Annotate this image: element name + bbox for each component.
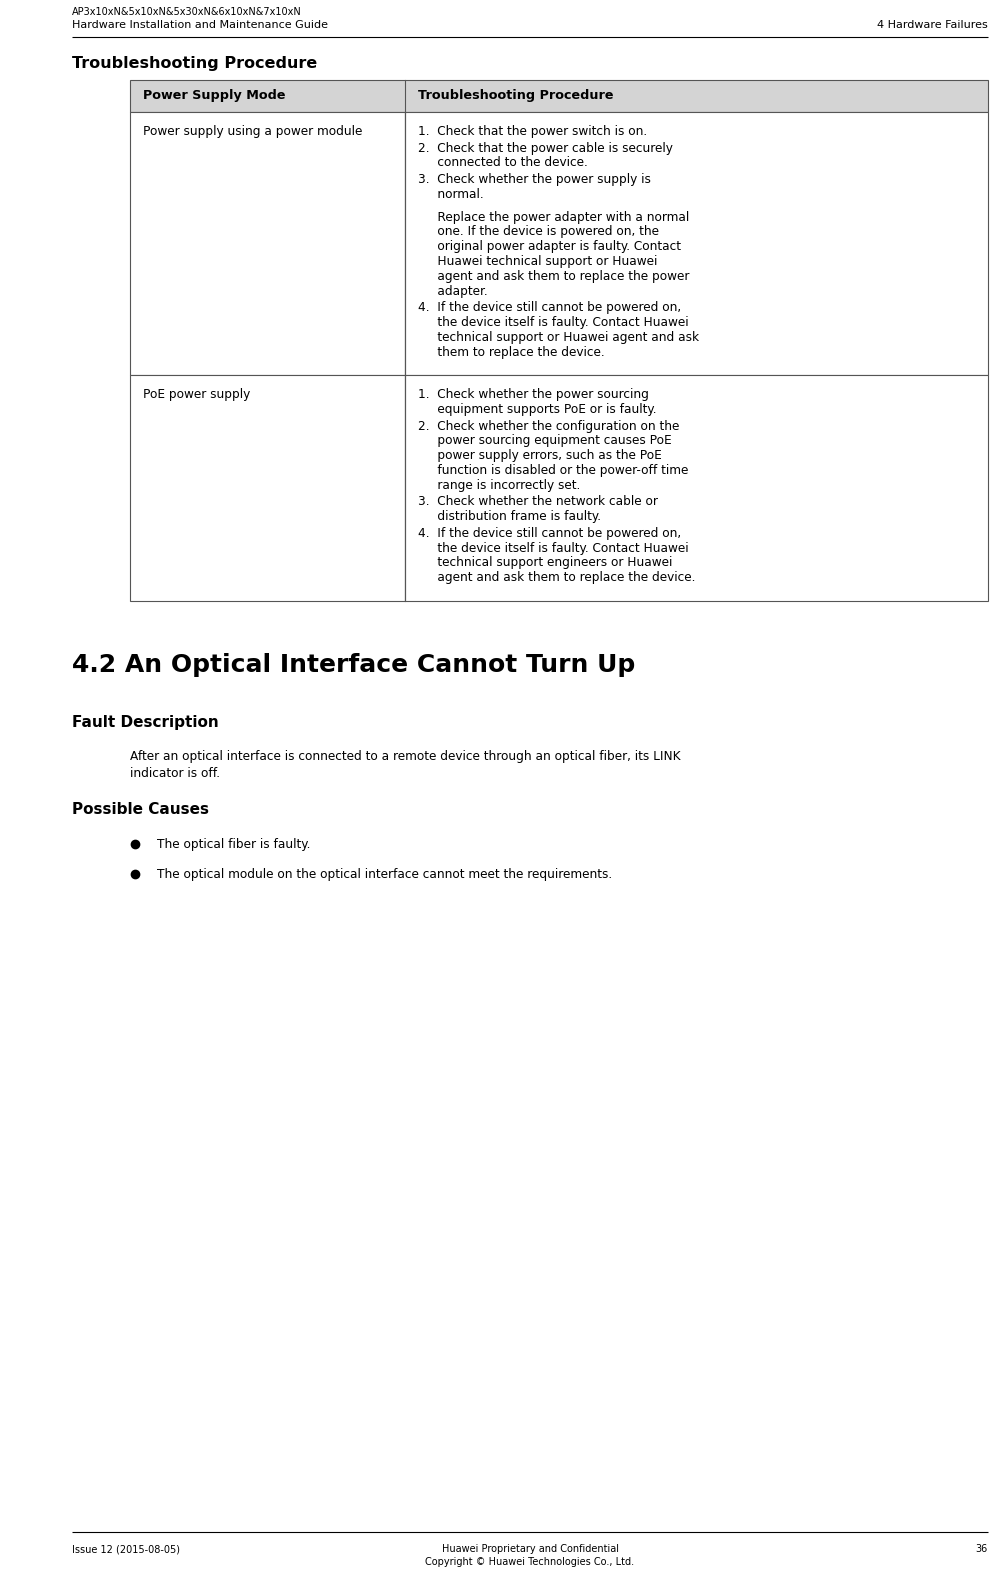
Text: The optical module on the optical interface cannot meet the requirements.: The optical module on the optical interf…: [157, 868, 612, 881]
Text: 3.  Check whether the network cable or: 3. Check whether the network cable or: [418, 496, 658, 509]
Text: agent and ask them to replace the device.: agent and ask them to replace the device…: [418, 571, 695, 584]
Text: adapter.: adapter.: [418, 284, 487, 298]
Text: indicator is off.: indicator is off.: [130, 766, 220, 780]
Text: Troubleshooting Procedure: Troubleshooting Procedure: [72, 57, 318, 71]
Text: power supply errors, such as the PoE: power supply errors, such as the PoE: [418, 449, 661, 462]
Bar: [130, 375, 405, 601]
Text: original power adapter is faulty. Contact: original power adapter is faulty. Contac…: [418, 240, 681, 253]
Text: 4.  If the device still cannot be powered on,: 4. If the device still cannot be powered…: [418, 528, 681, 540]
Text: equipment supports PoE or is faulty.: equipment supports PoE or is faulty.: [418, 403, 656, 416]
Text: 4.  If the device still cannot be powered on,: 4. If the device still cannot be powered…: [418, 301, 681, 314]
Text: 2.  Check whether the configuration on the: 2. Check whether the configuration on th…: [418, 419, 679, 433]
Text: 1.  Check that the power switch is on.: 1. Check that the power switch is on.: [418, 126, 647, 138]
Text: Possible Causes: Possible Causes: [72, 802, 209, 816]
Text: The optical fiber is faulty.: The optical fiber is faulty.: [157, 838, 311, 851]
Text: Power supply using a power module: Power supply using a power module: [143, 126, 363, 138]
Text: function is disabled or the power-off time: function is disabled or the power-off ti…: [418, 465, 688, 477]
Bar: [130, 111, 405, 375]
Text: Huawei technical support or Huawei: Huawei technical support or Huawei: [418, 254, 657, 268]
Text: agent and ask them to replace the power: agent and ask them to replace the power: [418, 270, 689, 283]
Text: distribution frame is faulty.: distribution frame is faulty.: [418, 510, 601, 523]
Text: Troubleshooting Procedure: Troubleshooting Procedure: [418, 89, 613, 102]
Text: Fault Description: Fault Description: [72, 714, 219, 730]
Bar: [405, 111, 988, 375]
Text: range is incorrectly set.: range is incorrectly set.: [418, 479, 580, 491]
Text: AP3x10xN&5x10xN&5x30xN&6x10xN&7x10xN: AP3x10xN&5x10xN&5x30xN&6x10xN&7x10xN: [72, 6, 302, 17]
Text: the device itself is faulty. Contact Huawei: the device itself is faulty. Contact Hua…: [418, 542, 688, 554]
Text: Copyright © Huawei Technologies Co., Ltd.: Copyright © Huawei Technologies Co., Ltd…: [425, 1557, 634, 1567]
Text: 36: 36: [976, 1543, 988, 1554]
Text: power sourcing equipment causes PoE: power sourcing equipment causes PoE: [418, 435, 671, 447]
Text: connected to the device.: connected to the device.: [418, 157, 588, 170]
Text: 1.  Check whether the power sourcing: 1. Check whether the power sourcing: [418, 388, 649, 402]
Text: technical support engineers or Huawei: technical support engineers or Huawei: [418, 556, 672, 570]
Text: Replace the power adapter with a normal: Replace the power adapter with a normal: [418, 210, 689, 223]
Text: Power Supply Mode: Power Supply Mode: [143, 89, 285, 102]
Text: one. If the device is powered on, the: one. If the device is powered on, the: [418, 226, 659, 239]
Text: 3.  Check whether the power supply is: 3. Check whether the power supply is: [418, 173, 651, 185]
Text: Huawei Proprietary and Confidential: Huawei Proprietary and Confidential: [441, 1543, 618, 1554]
Text: normal.: normal.: [418, 188, 483, 201]
Text: them to replace the device.: them to replace the device.: [418, 345, 605, 358]
Bar: [405, 375, 988, 601]
Text: technical support or Huawei agent and ask: technical support or Huawei agent and as…: [418, 331, 699, 344]
Text: After an optical interface is connected to a remote device through an optical fi: After an optical interface is connected …: [130, 750, 680, 763]
Text: 4.2 An Optical Interface Cannot Turn Up: 4.2 An Optical Interface Cannot Turn Up: [72, 653, 635, 677]
Bar: [130, 80, 988, 111]
Text: Issue 12 (2015-08-05): Issue 12 (2015-08-05): [72, 1543, 180, 1554]
Text: 2.  Check that the power cable is securely: 2. Check that the power cable is securel…: [418, 141, 673, 154]
Text: the device itself is faulty. Contact Huawei: the device itself is faulty. Contact Hua…: [418, 316, 688, 330]
Text: PoE power supply: PoE power supply: [143, 388, 250, 402]
Text: Hardware Installation and Maintenance Guide: Hardware Installation and Maintenance Gu…: [72, 20, 328, 30]
Text: 4 Hardware Failures: 4 Hardware Failures: [877, 20, 988, 30]
